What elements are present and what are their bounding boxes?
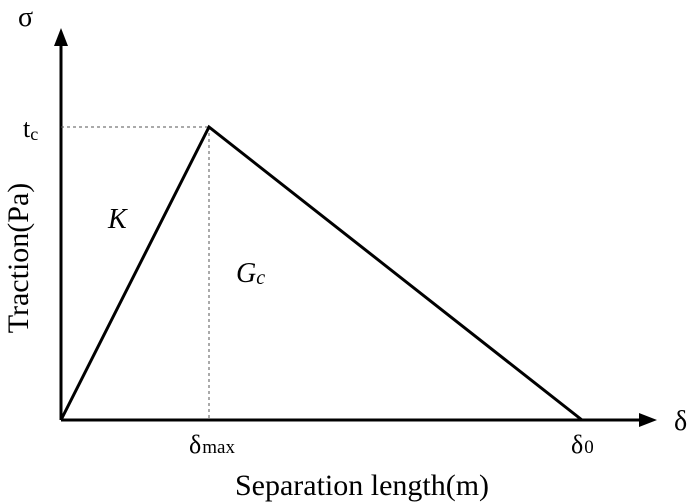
y-axis-title: Traction(Pa)	[2, 183, 35, 334]
fracture-energy-main: G	[236, 258, 256, 289]
x-end-tick-sub: 0	[584, 437, 594, 458]
y-axis-symbol: σ	[18, 2, 33, 33]
fracture-energy-label: Gc	[236, 258, 265, 289]
x-peak-tick-label: δmax	[189, 430, 235, 459]
y-peak-tick-main: t	[23, 114, 31, 143]
x-end-tick-main: δ	[571, 430, 583, 459]
y-axis-arrowhead	[54, 28, 68, 46]
y-peak-tick-sub: c	[30, 124, 38, 144]
stiffness-label: K	[107, 204, 128, 235]
x-axis-arrowhead	[639, 413, 657, 427]
traction-separation-curve	[59, 124, 583, 422]
x-axis-title: Separation length(m)	[235, 469, 489, 502]
y-peak-tick-label: tc	[23, 114, 38, 144]
x-peak-tick-sub: max	[202, 437, 235, 458]
x-axis-symbol: δ	[674, 406, 687, 437]
x-end-tick-label: δ0	[571, 430, 594, 459]
x-peak-tick-main: δ	[189, 430, 201, 459]
fracture-energy-sub: c	[256, 267, 265, 289]
